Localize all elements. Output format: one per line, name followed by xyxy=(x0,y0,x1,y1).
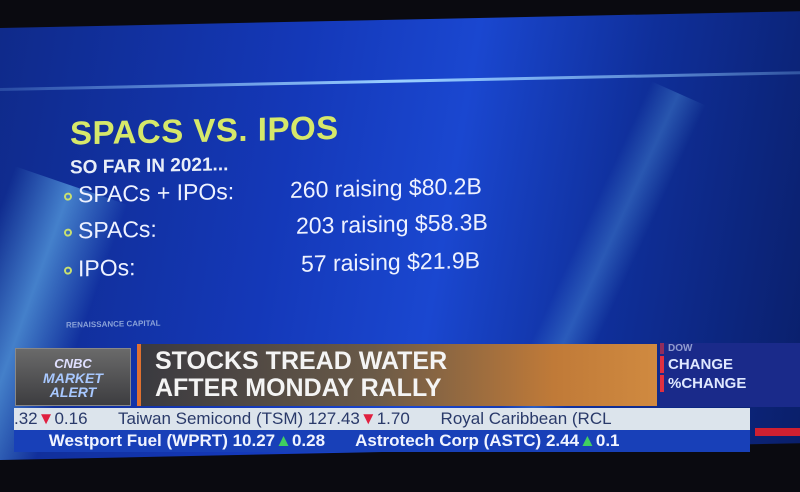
headline-banner: STOCKS TREAD WATER AFTER MONDAY RALLY xyxy=(137,344,657,406)
accent-bar xyxy=(755,428,800,436)
stat-row: IPOs: 57 raising $21.9B xyxy=(64,247,480,282)
down-arrow-icon: ▼ xyxy=(359,409,377,428)
index-panel: DOW CHANGE %CHANGE xyxy=(660,343,800,407)
stat-label: IPOs: xyxy=(78,254,136,282)
pct-change-label: %CHANGE xyxy=(660,375,800,392)
ticker-name: Royal Caribbean (RCL xyxy=(440,409,612,428)
logo-brand: CNBC xyxy=(54,356,92,371)
stat-label: SPACs + IPOs: xyxy=(78,178,235,208)
up-arrow-icon: ▲ xyxy=(579,431,596,450)
cnbc-market-alert-logo: CNBC MARKET ALERT xyxy=(15,348,131,406)
down-arrow-icon: ▼ xyxy=(37,409,55,428)
logo-line: MARKET xyxy=(43,370,103,386)
ticker-name: Westport Fuel (WPRT) xyxy=(48,431,228,450)
ticker-price: 10.27 xyxy=(232,431,276,450)
stat-value: 57 raising $21.9B xyxy=(301,246,481,277)
ticker-price: 127.43 xyxy=(307,409,360,428)
divider-line xyxy=(0,71,800,91)
ticker-change: 0.28 xyxy=(291,431,326,450)
change-label: CHANGE xyxy=(660,356,800,373)
stat-row: SPACs: 203 raising $58.3B xyxy=(64,209,488,245)
stat-value: 203 raising $58.3B xyxy=(296,208,488,239)
bullet-icon xyxy=(64,192,72,201)
ticker-change: 0.1 xyxy=(595,431,620,450)
ticker-name: Taiwan Semicond (TSM) xyxy=(117,409,304,428)
ticker-change: 0.16 xyxy=(54,409,88,428)
ticker-change: 1.70 xyxy=(376,409,410,428)
up-arrow-icon: ▲ xyxy=(275,431,292,450)
ticker-price: .32 xyxy=(14,409,38,428)
bullet-icon xyxy=(64,266,72,275)
ticker-name: Astrotech Corp (ASTC) xyxy=(355,431,542,450)
graphic-subtitle: SO FAR IN 2021... xyxy=(70,154,229,179)
headline-line: AFTER MONDAY RALLY xyxy=(155,374,442,402)
headline-line: STOCKS TREAD WATER xyxy=(155,347,448,375)
ticker-price: 2.44 xyxy=(545,431,580,450)
source-credit: RENAISSANCE CAPITAL xyxy=(66,318,161,330)
bullet-icon xyxy=(64,228,72,237)
stat-row: SPACs + IPOs: 260 raising $80.2B xyxy=(64,173,482,209)
ticker-row: Westport Fuel (WPRT) 10.27▲0.28 Astrotec… xyxy=(14,430,750,452)
stat-value: 260 raising $80.2B xyxy=(290,172,482,203)
graphic-title: SPACS VS. IPOS xyxy=(70,108,339,152)
ticker-row: .32▼0.16 Taiwan Semicond (TSM) 127.43▼1.… xyxy=(14,408,750,430)
index-label: DOW xyxy=(660,343,800,354)
stat-label: SPACs: xyxy=(78,215,157,244)
logo-line: ALERT xyxy=(49,384,97,400)
